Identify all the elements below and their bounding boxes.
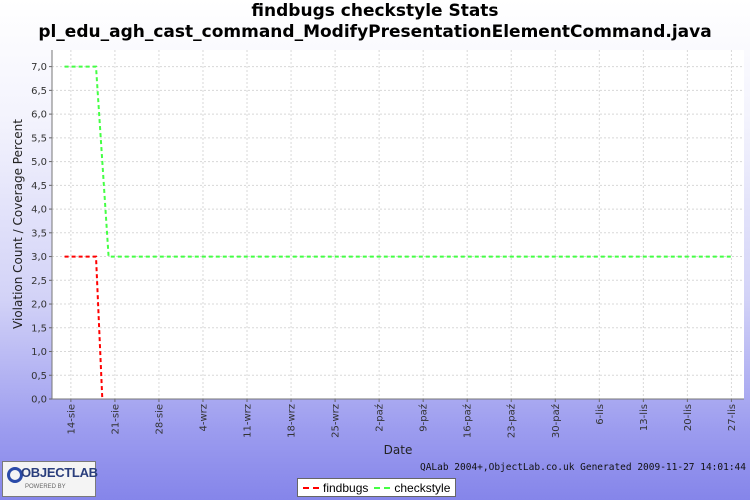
x-tick-label: 18-wrz: [287, 404, 298, 438]
y-tick-label: 1,0: [31, 347, 47, 358]
y-tick-label: 6,5: [31, 86, 47, 97]
series-line-checkstyle: [64, 65, 732, 258]
x-axis-label: Date: [384, 443, 413, 457]
chart-subtitle: pl_edu_agh_cast_command_ModifyPresentati…: [38, 22, 712, 42]
axes: 0,0 0,5 1,0 1,5 2,0 2,5 3,0 3,5 4,0 4,5 5,0 5,5 6,0 6…: [31, 50, 744, 438]
y-tick-label: 5,0: [31, 157, 47, 168]
plot-area: [52, 50, 744, 399]
x-tick-label: 20-lis: [683, 404, 694, 431]
y-tick-label: 4,0: [31, 205, 47, 216]
legend-label-findbugs: findbugs: [323, 480, 369, 495]
x-tick-label: 14-sie: [66, 404, 77, 434]
x-tick-label: 16-paź: [462, 404, 474, 438]
objectlab-logo: OBJECTLAB POWERED BY: [2, 461, 98, 497]
x-tick-label: 2-paź: [374, 404, 386, 432]
y-tick-label: 1,5: [31, 323, 47, 334]
chart-title: findbugs checkstyle Stats: [251, 1, 499, 21]
series-line-findbugs: [64, 255, 104, 400]
chart-legend: findbugs checkstyle: [297, 478, 457, 497]
x-tick-label: 13-lis: [639, 404, 650, 431]
x-tick-label: 11-wrz: [243, 404, 254, 438]
logo-text: OBJECTLAB: [21, 465, 98, 480]
x-tick-label: 30-paź: [550, 404, 562, 438]
x-tick-label: 28-sie: [154, 404, 165, 434]
y-tick-label: 0,5: [31, 371, 47, 382]
logo-ring-icon: [7, 467, 23, 483]
x-tick-label: 6-lis: [595, 404, 606, 425]
y-tick-label: 0,0: [31, 395, 47, 406]
generated-footer: QALab 2004+,ObjectLab.co.uk Generated 20…: [419, 462, 746, 473]
y-tick-label: 7,0: [31, 62, 47, 73]
legend-swatch-checkstyle: [374, 486, 391, 489]
y-tick-label: 5,5: [31, 133, 47, 144]
legend-label-checkstyle: checkstyle: [394, 480, 451, 495]
x-tick-label: 25-wrz: [331, 404, 342, 438]
y-tick-label: 4,5: [31, 181, 47, 192]
series-lines: [64, 65, 732, 400]
y-axis-label: Violation Count / Coverage Percent: [11, 119, 25, 329]
y-tick-label: 3,0: [31, 252, 47, 263]
y-tick-label: 6,0: [31, 110, 47, 121]
logo-subtext: POWERED BY: [25, 484, 66, 490]
y-tick-label: 2,0: [31, 300, 47, 311]
x-tick-label: 27-lis: [727, 404, 738, 431]
grid: [52, 50, 744, 400]
x-tick-label: 21-sie: [110, 404, 121, 434]
x-tick-label: 9-paź: [418, 404, 430, 432]
legend-swatch-findbugs: [303, 486, 319, 489]
legend-item-findbugs: findbugs: [303, 481, 368, 495]
y-tick-label: 3,5: [31, 228, 47, 239]
y-tick-label: 2,5: [31, 276, 47, 287]
x-tick-label: 23-paź: [506, 404, 518, 438]
legend-item-checkstyle: checkstyle: [374, 481, 450, 495]
x-tick-label: 4-wrz: [198, 404, 209, 432]
